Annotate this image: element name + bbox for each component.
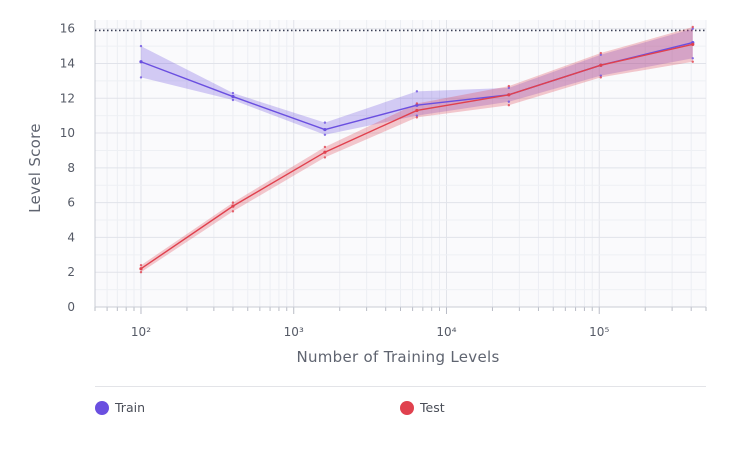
test-data-point xyxy=(599,63,603,67)
test-data-point xyxy=(691,42,695,46)
test-confidence-band xyxy=(140,26,693,273)
train-data-point xyxy=(139,60,143,64)
test-seed-point xyxy=(599,76,603,79)
train-seed-point xyxy=(599,53,603,56)
x-tick-label: 10⁴ xyxy=(436,325,456,339)
test-seed-point xyxy=(415,116,419,119)
train-seed-point xyxy=(139,44,143,48)
test-legend-label: Test xyxy=(420,400,445,415)
train-data-point xyxy=(323,127,327,132)
legend-item-train[interactable]: Train xyxy=(95,400,145,415)
test-seed-point xyxy=(323,145,327,149)
y-tick-label: 16 xyxy=(60,22,75,36)
test-seed-point xyxy=(231,210,235,213)
x-tick-label: 10² xyxy=(131,325,151,339)
y-tick-label: 0 xyxy=(67,300,75,314)
test-seed-point xyxy=(139,264,143,267)
test-seed-point xyxy=(599,51,603,55)
test-seed-point xyxy=(507,84,511,88)
test-seed-point xyxy=(507,104,511,107)
train-seed-point xyxy=(691,27,694,30)
train-seed-point xyxy=(507,100,511,103)
train-seed-point xyxy=(323,121,327,124)
x-axis-title: Number of Training Levels xyxy=(296,348,499,366)
y-tick-label: 14 xyxy=(60,56,75,70)
train-seed-point xyxy=(139,76,143,79)
train-seed-point xyxy=(231,98,235,102)
test-data-point xyxy=(231,204,235,208)
test-data-point xyxy=(139,267,143,271)
train-seed-point xyxy=(691,57,694,60)
test-data-point xyxy=(323,150,327,154)
test-seed-point xyxy=(139,271,143,274)
y-tick-label: 10 xyxy=(60,126,75,140)
y-tick-label: 2 xyxy=(67,265,75,279)
train-legend-marker xyxy=(95,400,109,415)
test-seed-point xyxy=(415,102,419,105)
confidence-bands xyxy=(140,26,693,273)
y-tick-label: 8 xyxy=(67,161,75,175)
train-legend-label: Train xyxy=(115,400,145,415)
y-axis-title: Level Score xyxy=(26,123,44,213)
legend-item-test[interactable]: Test xyxy=(400,400,445,415)
train-data-point xyxy=(231,94,235,99)
train-data-point xyxy=(415,103,419,107)
train-seed-point xyxy=(507,86,511,90)
test-data-point xyxy=(507,93,511,97)
tick-labels: 0 2 4 6 8 10 12 14 16 10² 10³ 10⁴ 10⁵ xyxy=(60,22,610,339)
test-seed-point xyxy=(691,60,694,63)
train-seed-point xyxy=(231,91,235,95)
train-confidence-band xyxy=(140,28,693,135)
legend-divider xyxy=(95,386,706,387)
train-seed-point xyxy=(323,133,327,136)
y-tick-label: 12 xyxy=(60,91,75,105)
y-tick-label: 6 xyxy=(67,196,75,210)
test-data-point xyxy=(415,108,419,113)
test-legend-marker xyxy=(400,400,414,415)
x-tick-label: 10³ xyxy=(284,325,304,339)
test-seed-point xyxy=(323,156,327,159)
train-seed-point xyxy=(415,90,419,93)
y-tick-label: 4 xyxy=(67,230,75,244)
test-seed-point xyxy=(691,25,694,29)
grid xyxy=(94,20,707,314)
train-seed-point xyxy=(415,114,419,117)
train-seed-point xyxy=(599,74,603,77)
test-seed-point xyxy=(231,201,235,204)
series-lines xyxy=(139,25,695,274)
x-tick-label: 10⁵ xyxy=(589,325,609,339)
